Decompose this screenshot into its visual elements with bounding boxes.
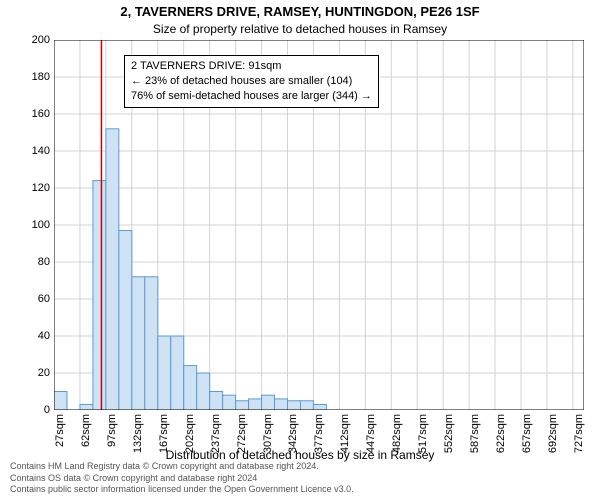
y-tick-label: 160 xyxy=(32,108,50,120)
y-tick-label: 0 xyxy=(44,404,50,416)
y-tick-label: 40 xyxy=(38,330,50,342)
chart-plot-area: 020406080100120140160180200 27sqm62sqm97… xyxy=(54,40,584,410)
credits: Contains HM Land Registry data © Crown c… xyxy=(10,461,354,496)
y-tick-label: 20 xyxy=(38,367,50,379)
credits-line1: Contains HM Land Registry data © Crown c… xyxy=(10,461,354,473)
annotation-line3: 76% of semi-detached houses are larger (… xyxy=(131,89,372,104)
y-tick-label: 180 xyxy=(32,71,50,83)
y-tick-label: 200 xyxy=(32,34,50,46)
x-tick-label: 62sqm xyxy=(80,414,92,447)
y-tick-label: 140 xyxy=(32,145,50,157)
y-tick-label: 100 xyxy=(32,219,50,231)
y-tick-label: 60 xyxy=(38,293,50,305)
y-tick-label: 120 xyxy=(32,182,50,194)
x-axis-label: Distribution of detached houses by size … xyxy=(0,448,600,462)
x-tick-label: 97sqm xyxy=(106,414,118,447)
annotation-line1: 2 TAVERNERS DRIVE: 91sqm xyxy=(131,59,372,74)
marker-annotation-box: 2 TAVERNERS DRIVE: 91sqm ← 23% of detach… xyxy=(124,55,379,108)
annotation-line2: ← 23% of detached houses are smaller (10… xyxy=(131,74,372,89)
x-tick-label: 27sqm xyxy=(54,414,66,447)
credits-line3: Contains public sector information licen… xyxy=(10,484,354,496)
credits-line2: Contains OS data © Crown copyright and d… xyxy=(10,473,354,485)
chart-title-line1: 2, TAVERNERS DRIVE, RAMSEY, HUNTINGDON, … xyxy=(0,4,600,19)
y-tick-label: 80 xyxy=(38,256,50,268)
chart-title-line2: Size of property relative to detached ho… xyxy=(0,22,600,36)
